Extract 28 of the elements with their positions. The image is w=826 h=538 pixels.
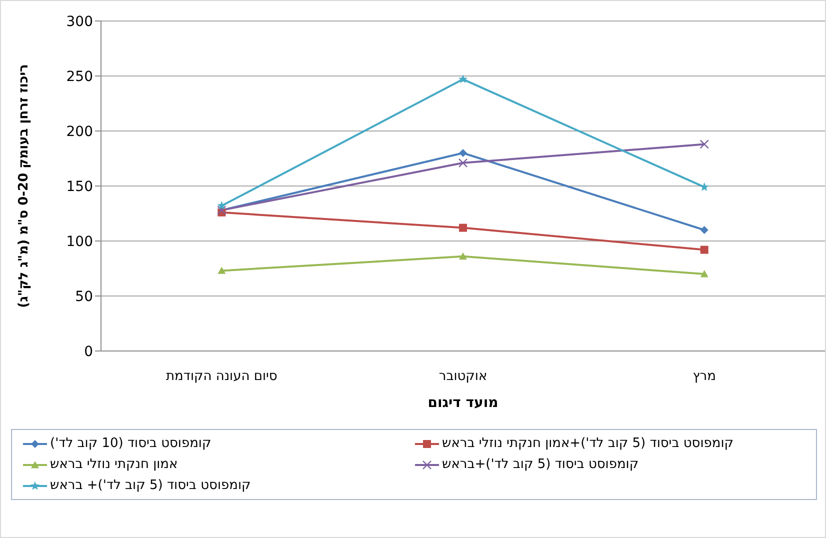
point	[217, 201, 226, 210]
y-tick-label: 150	[66, 178, 93, 195]
point	[458, 74, 468, 84]
legend-label: קומפוסט ביסוד (5 קוב לד')+ בראש	[50, 478, 251, 493]
point	[700, 140, 709, 149]
y-tick-label: 300	[66, 14, 93, 30]
y-tick-label: 100	[66, 234, 93, 250]
legend-label: אמון חנקתי נוזלי בראש	[50, 457, 178, 472]
y-axis-title: ריכוז זרחן בעומק 0-20 ס"מ (מ"ג לק"ג)	[16, 64, 32, 308]
y-tick-label: 250	[66, 68, 93, 85]
point	[459, 149, 467, 157]
legend-label: קומפוסט ביסוד (10 קוב לד')	[50, 436, 212, 451]
point	[700, 226, 708, 234]
legend-label: קומפוסט ביסוד (5 קוב לד')+בראש	[442, 457, 639, 472]
x-tick-label: מרץ	[692, 369, 716, 384]
y-tick-label: 200	[66, 124, 93, 140]
x-tick-label: אוקטובר	[438, 369, 488, 384]
x-tick-label: סיום העונה הקודמת	[166, 369, 278, 384]
y-tick-label: 0	[84, 344, 93, 360]
point	[700, 270, 708, 278]
x-axis-title: מועד דיגום	[428, 395, 498, 411]
y-tick-label: 50	[75, 288, 93, 305]
point	[700, 246, 708, 254]
point	[458, 158, 468, 168]
legend-label: קומפוסט ביסוד (5 קוב לד')+אמון חנקתי נוזלי בראש	[442, 436, 734, 451]
point	[459, 224, 467, 232]
point	[459, 252, 467, 260]
point	[218, 266, 226, 274]
